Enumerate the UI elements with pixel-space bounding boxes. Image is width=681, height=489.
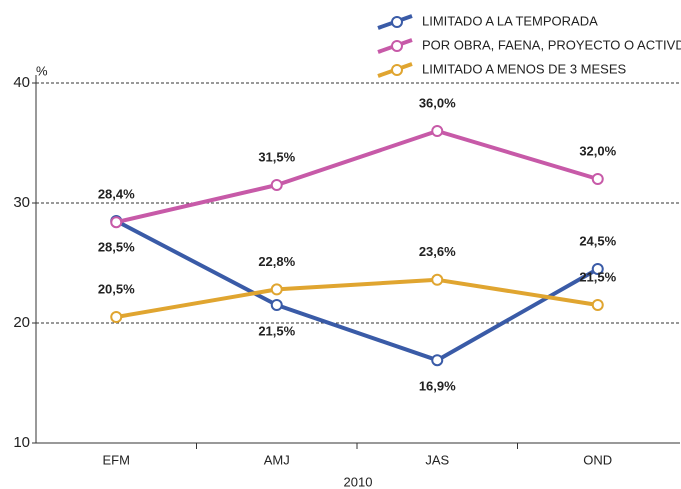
legend-marker bbox=[391, 64, 403, 76]
x-tick-label: OND bbox=[583, 452, 612, 467]
data-point bbox=[431, 354, 444, 367]
data-label: 21,5% bbox=[258, 323, 295, 338]
data-point bbox=[591, 173, 604, 185]
x-tick-label: AMJ bbox=[264, 452, 290, 467]
y-tick-label: 10 bbox=[13, 434, 30, 451]
data-label: 24,5% bbox=[579, 233, 616, 248]
y-unit: % bbox=[36, 63, 48, 78]
legend-marker bbox=[391, 16, 403, 28]
data-label: 23,6% bbox=[419, 244, 456, 259]
y-tick-label: 20 bbox=[13, 314, 30, 331]
data-point bbox=[110, 216, 123, 229]
data-label: 21,5% bbox=[579, 269, 616, 284]
data-label: 31,5% bbox=[258, 149, 295, 164]
series-line bbox=[115, 129, 599, 225]
data-label: 36,0% bbox=[419, 95, 456, 110]
data-point bbox=[591, 299, 604, 311]
series-line bbox=[115, 277, 599, 319]
legend-marker bbox=[391, 40, 403, 52]
series-line bbox=[115, 219, 599, 363]
data-point bbox=[431, 125, 444, 137]
x-axis-label: 2010 bbox=[344, 474, 373, 489]
data-label: 16,9% bbox=[419, 379, 456, 394]
data-label: 28,4% bbox=[98, 187, 135, 202]
y-tick-label: 30 bbox=[13, 194, 30, 211]
data-point bbox=[270, 283, 283, 296]
y-tick-label: 40 bbox=[13, 74, 30, 91]
data-label: 22,8% bbox=[258, 254, 295, 269]
data-point bbox=[270, 299, 283, 311]
data-point bbox=[591, 263, 604, 275]
x-tick-label: EFM bbox=[103, 452, 130, 467]
data-point bbox=[431, 273, 444, 286]
legend-label: LIMITADO A LA TEMPORADA bbox=[422, 13, 598, 28]
data-label: 20,5% bbox=[98, 281, 135, 296]
data-point bbox=[270, 179, 283, 191]
data-label: 28,5% bbox=[98, 239, 135, 254]
legend-label: POR OBRA, FAENA, PROYECTO O ACTIVDAD bbox=[422, 37, 681, 52]
x-tick-label: JAS bbox=[425, 452, 449, 467]
data-point bbox=[110, 311, 123, 323]
legend-label: LIMITADO A MENOS DE 3 MESES bbox=[422, 61, 627, 76]
data-label: 32,0% bbox=[579, 143, 616, 158]
